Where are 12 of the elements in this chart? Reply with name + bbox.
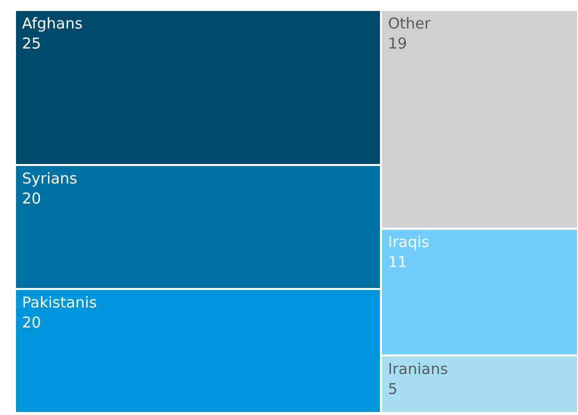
data-label: 5: [388, 380, 398, 398]
data-label: 11: [388, 253, 408, 272]
data-label: 20: [22, 313, 42, 332]
data-label: 20: [22, 189, 42, 208]
category-label: Iranians: [388, 360, 448, 378]
category-label: Syrians: [22, 169, 78, 188]
category-label: Pakistanis: [22, 293, 97, 312]
category-label: Iraqis: [388, 233, 430, 252]
category-label: Afghans: [22, 14, 83, 32]
category-label: Other: [388, 14, 432, 32]
data-label: 19: [388, 34, 408, 52]
data-label: 25: [22, 34, 42, 52]
